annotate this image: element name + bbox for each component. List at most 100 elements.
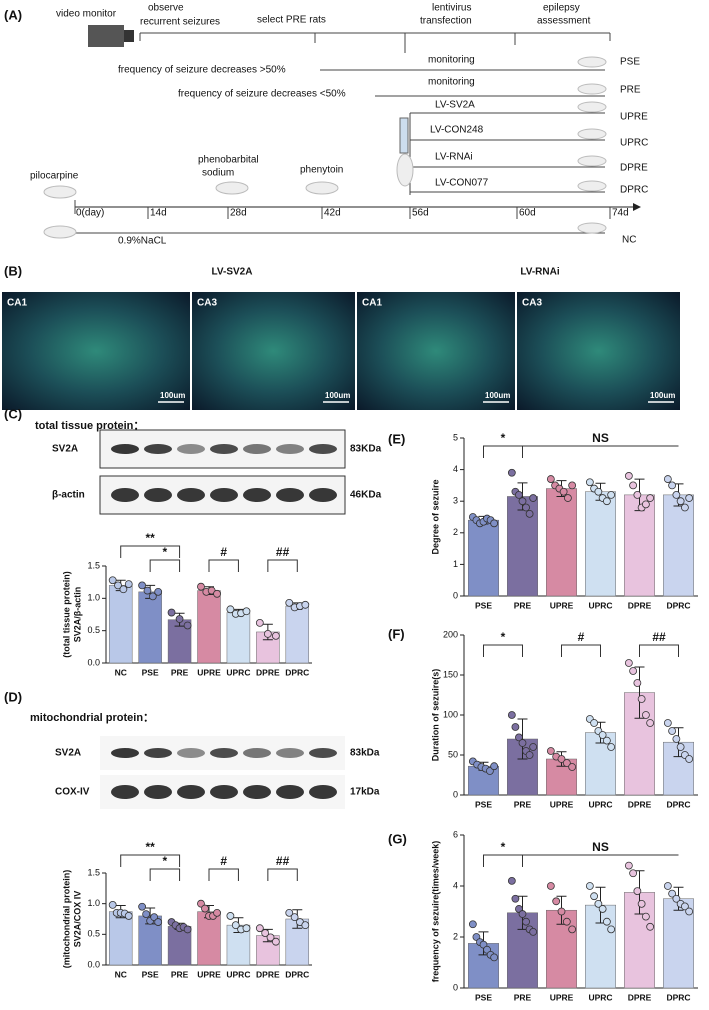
x-tick-label: UPRC	[226, 969, 250, 979]
data-point	[590, 892, 599, 901]
data-point	[602, 917, 611, 926]
data-point	[602, 497, 611, 506]
data-point	[201, 904, 209, 913]
data-point	[124, 580, 133, 589]
x-tick-label: NC	[115, 969, 127, 979]
significance-label: #	[578, 630, 585, 644]
x-tick-label: NC	[115, 667, 127, 677]
x-tick-label: UPRC	[226, 667, 250, 677]
data-point	[213, 908, 221, 917]
label: PRE	[620, 85, 641, 96]
image-label: CA1	[362, 298, 382, 309]
data-point	[518, 910, 527, 918]
data-point	[485, 767, 494, 775]
data-point	[525, 751, 534, 759]
blot-band	[309, 785, 337, 799]
data-point	[285, 908, 294, 917]
data-point	[261, 929, 270, 938]
blot-band	[276, 748, 304, 758]
x-tick-label: PRE	[514, 992, 532, 1002]
data-point	[142, 910, 151, 918]
x-tick-label: PSE	[475, 992, 492, 1002]
bar	[507, 496, 538, 597]
panel-label: (A)	[4, 7, 22, 22]
data-point	[529, 743, 538, 751]
data-point	[624, 659, 633, 667]
significance-label: ##	[652, 630, 666, 644]
data-point	[197, 582, 205, 591]
blot-size: 83kDa	[350, 748, 380, 759]
scale-label: 100um	[325, 391, 350, 400]
bar	[226, 612, 251, 664]
significance-bracket	[120, 854, 181, 867]
significance-label: *	[501, 630, 506, 644]
data-point	[663, 719, 672, 727]
data-point	[680, 503, 689, 512]
data-point	[231, 921, 240, 930]
data-point	[271, 631, 280, 640]
data-point	[585, 478, 594, 487]
x-tick-label: PRE	[514, 799, 532, 809]
label: epilepsy	[543, 3, 580, 14]
micrograph	[2, 292, 190, 410]
data-point	[108, 576, 117, 585]
branch-lines	[409, 112, 605, 195]
image-label: CA3	[197, 298, 217, 309]
data-point	[226, 605, 235, 614]
micrograph	[192, 292, 355, 410]
significance-bracket	[208, 559, 239, 572]
error-bar	[634, 666, 645, 719]
data-point	[668, 889, 677, 898]
data-point	[594, 487, 603, 496]
blot-band	[177, 748, 205, 758]
data-point	[271, 937, 280, 946]
blot-size: 46KDa	[350, 490, 382, 501]
x-tick-label: UPRC	[588, 799, 612, 809]
data-point	[175, 615, 184, 623]
data-point	[607, 925, 616, 934]
data-point	[637, 695, 646, 703]
data-point	[598, 731, 607, 739]
panel-label: (F)	[388, 626, 405, 641]
data-point	[529, 928, 538, 936]
data-point	[515, 490, 523, 499]
y-axis-label: Degree of sezuire	[430, 479, 440, 554]
x-tick-label: DPRE	[628, 600, 652, 610]
label: lentivirus	[432, 3, 471, 14]
panel-a: (A) video monitor observe recurrent seiz…	[4, 3, 648, 247]
x-tick-label: UPRE	[550, 992, 574, 1002]
blot-band	[111, 748, 139, 758]
significance-label: **	[145, 531, 155, 545]
data-point	[507, 711, 516, 719]
y-axis-label: frequency of sezuire(times/week)	[430, 841, 440, 983]
blot-band	[177, 444, 205, 454]
blot-title: total tissue protein：	[35, 420, 144, 432]
x-tick-label: PRE	[171, 667, 189, 677]
data-point	[629, 481, 638, 490]
blot-title: mitochondrial protein：	[30, 712, 154, 724]
data-point	[668, 727, 677, 735]
x-tick-label: UPRC	[588, 992, 612, 1002]
y-axis-label: SV2A/COX IV	[72, 891, 82, 948]
data-point	[646, 494, 655, 502]
blot-band	[243, 444, 271, 454]
header: LV-RNAi	[520, 267, 559, 278]
x-tick-label: DPRE	[628, 799, 652, 809]
significance-bracket	[561, 644, 601, 657]
data-point	[154, 587, 163, 596]
data-point	[633, 490, 642, 499]
data-point	[598, 905, 607, 913]
data-point	[301, 921, 310, 930]
significance-label: *	[501, 840, 506, 854]
label: pilocarpine	[30, 171, 79, 182]
blot-size: 83KDa	[350, 444, 382, 455]
data-point	[676, 497, 685, 506]
scale-label: 100um	[485, 391, 510, 400]
data-point	[183, 925, 192, 934]
label: UPRE	[620, 112, 648, 123]
x-tick-label: DPRC	[666, 799, 690, 809]
data-point	[522, 503, 530, 512]
data-point	[138, 902, 147, 911]
x-tick-label: PRE	[171, 969, 189, 979]
label: LV-SV2A	[435, 100, 475, 111]
